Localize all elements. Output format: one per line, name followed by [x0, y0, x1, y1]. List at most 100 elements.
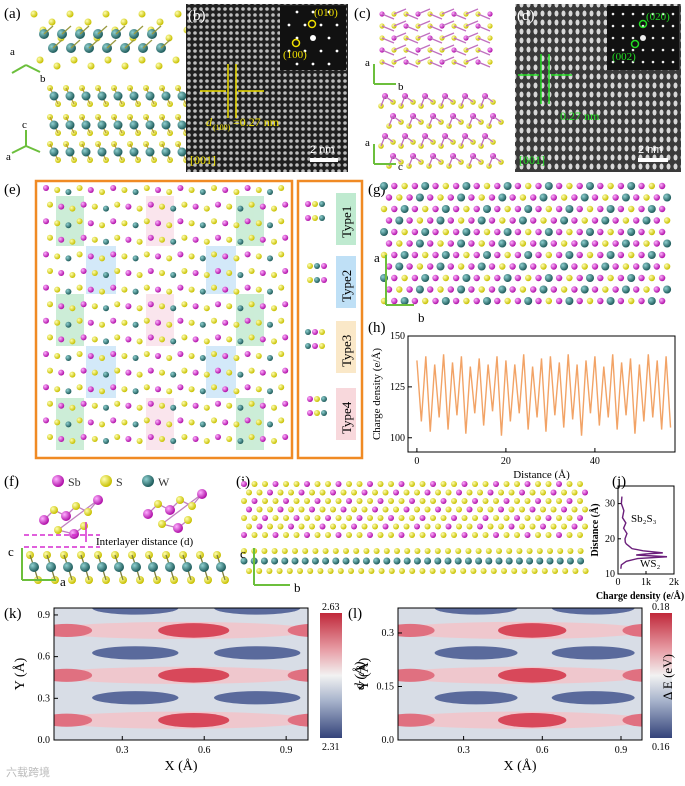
sb-atom — [411, 251, 419, 259]
sb-atom — [488, 286, 496, 293]
bond — [393, 32, 407, 39]
sb-atom — [267, 489, 273, 496]
s-atom — [69, 438, 76, 444]
fft-spot — [295, 36, 299, 40]
w-atom — [526, 557, 534, 565]
sb-atom — [530, 194, 537, 201]
s-atom — [463, 205, 470, 213]
s-atom — [76, 218, 83, 225]
panel-a-axes-top — [11, 64, 41, 74]
sb-atom — [385, 286, 393, 293]
sb-atom — [591, 263, 599, 270]
s-atom — [445, 506, 452, 513]
w-atom — [498, 239, 507, 248]
sb-atom — [468, 240, 475, 247]
sb-atom — [177, 384, 184, 391]
sb-atom — [215, 367, 221, 374]
s-atom — [586, 205, 594, 213]
chart-h-xtick-label: 20 — [501, 456, 511, 467]
sb-atom — [377, 498, 384, 504]
s-atom — [545, 251, 552, 259]
bond — [404, 95, 414, 103]
s-atom — [256, 506, 263, 513]
bond — [448, 155, 454, 167]
sb-atom — [215, 234, 221, 241]
sb-atom — [147, 301, 154, 308]
chart-k-coldspot — [92, 646, 179, 660]
s-atom — [330, 523, 336, 530]
sb-atom — [473, 297, 480, 305]
s-atom — [319, 329, 325, 335]
sb-atom — [451, 11, 457, 17]
s-atom — [531, 568, 538, 574]
w-atom — [457, 285, 466, 294]
sb-atom — [319, 523, 326, 530]
s-atom — [540, 217, 547, 224]
w-atom — [400, 205, 409, 213]
fft-spot — [661, 48, 665, 52]
sb-atom — [612, 286, 619, 293]
s-atom — [255, 253, 262, 260]
s-atom — [566, 532, 573, 538]
bond — [444, 95, 454, 103]
w-atom — [170, 438, 177, 444]
panel-c-axis-a-label: a — [365, 57, 370, 69]
s-atom — [550, 506, 557, 513]
s-atom — [581, 217, 588, 224]
s-atom — [66, 10, 74, 18]
sb-atom — [110, 218, 117, 225]
s-atom — [136, 404, 143, 411]
w-atom — [132, 321, 139, 328]
s-atom — [414, 548, 421, 554]
s-atom — [271, 371, 277, 378]
bond — [429, 61, 443, 68]
s-atom — [388, 532, 394, 538]
s-atom — [314, 532, 321, 538]
s-atom — [76, 384, 83, 391]
s-atom — [266, 568, 273, 574]
sb-atom — [503, 498, 510, 504]
bond — [477, 13, 491, 20]
w-atom — [647, 251, 656, 259]
sb-atom — [577, 515, 583, 521]
s-atom — [166, 288, 173, 295]
s-atom — [53, 62, 61, 70]
chart-k-frame — [53, 607, 309, 741]
s-atom — [298, 523, 305, 530]
w-atom — [301, 557, 309, 565]
s-atom — [271, 404, 277, 411]
w-atom — [580, 239, 589, 248]
w-atom — [457, 239, 466, 248]
w-atom — [436, 216, 445, 225]
s-atom — [317, 568, 324, 574]
bond — [465, 56, 479, 63]
s-atom — [54, 253, 61, 260]
bond — [417, 20, 431, 27]
sb-atom — [597, 274, 604, 282]
w-atom — [556, 557, 564, 565]
sb-atom — [393, 489, 399, 496]
s-atom — [47, 334, 53, 341]
sb-atom — [451, 515, 457, 521]
fft-spot — [621, 24, 625, 28]
s-atom — [181, 400, 188, 407]
s-atom — [475, 11, 481, 17]
s-atom — [380, 205, 388, 213]
s-atom — [367, 515, 373, 521]
bond — [61, 25, 72, 35]
s-atom — [138, 56, 146, 64]
s-atom — [314, 410, 320, 416]
sb-atom — [403, 506, 410, 513]
w-atom — [642, 262, 651, 271]
s-atom — [272, 498, 279, 504]
sb-atom — [305, 215, 311, 221]
chart-l-coldspot — [551, 691, 635, 705]
s-atom — [47, 268, 53, 274]
s-atom — [437, 286, 444, 293]
s-atom — [255, 386, 262, 393]
s-atom — [276, 568, 283, 574]
s-atom — [251, 532, 258, 538]
s-atom — [356, 481, 363, 487]
s-atom — [309, 489, 315, 496]
w-atom — [621, 285, 630, 294]
